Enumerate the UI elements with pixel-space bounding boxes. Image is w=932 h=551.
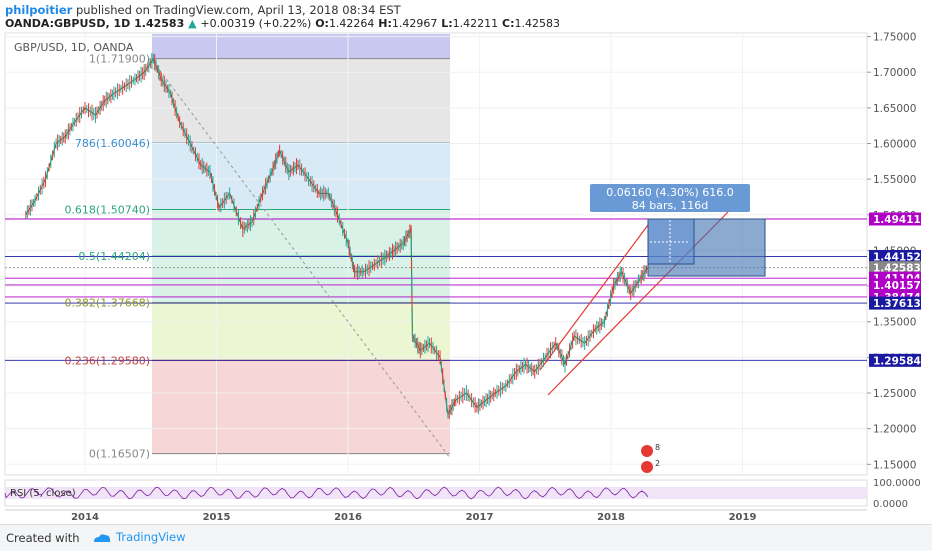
x-tick-label: 2016 — [334, 512, 362, 520]
y-tick-label: 1.15000 — [873, 459, 916, 471]
symbol-label: OANDA:GBPUSD, 1D — [5, 17, 131, 30]
published-text: published on TradingView.com, April 13, … — [75, 3, 401, 17]
low-value: 1.42211 — [452, 17, 499, 30]
price-tag-label: 1.42583 — [873, 263, 921, 275]
horizontal-levels — [5, 218, 867, 361]
measure-label-box — [590, 184, 750, 212]
y-tick-label: 1.20000 — [873, 424, 916, 436]
event-icons[interactable]: 8 2 — [641, 443, 660, 473]
close-label: C: — [502, 17, 515, 30]
price-tag-bg — [869, 249, 921, 263]
up-arrow-icon: ▲ — [188, 17, 197, 30]
tradingview-cloud-icon — [94, 534, 110, 542]
rsi-band — [5, 487, 867, 499]
price-tag-label: 1.49411 — [873, 214, 921, 226]
y-tick-label: 1.55000 — [873, 174, 916, 186]
fib-label: 0.382(1.37668) — [64, 297, 150, 310]
rsi-line — [4, 486, 649, 500]
event-count-2: 2 — [655, 459, 660, 468]
fib-zone — [152, 302, 450, 361]
x-tick-label: 2018 — [597, 512, 625, 520]
uk-flag-icon-2[interactable] — [641, 461, 653, 473]
x-tick-label: 2015 — [203, 512, 231, 520]
publish-line: philpoitier published on TradingView.com… — [5, 3, 401, 17]
change-value: +0.00319 (+0.22%) — [200, 17, 312, 30]
price-candles — [25, 52, 648, 420]
fib-label: 0.618(1.50740) — [64, 204, 150, 217]
fib-zone-top — [152, 34, 450, 59]
event-count-1: 8 — [655, 443, 660, 452]
measure-line2: 84 bars, 116d — [632, 199, 708, 212]
uk-flag-icon[interactable] — [641, 445, 653, 457]
fib-zone — [152, 58, 450, 144]
price-tag-label: 1.37613 — [873, 298, 921, 310]
price-tags: 1.494111.441521.425831.411041.401571.384… — [869, 212, 921, 367]
fib-label: 0.236(1.29580) — [64, 354, 150, 367]
x-tick-label: 2014 — [71, 512, 99, 520]
y-tick-label: 1.35000 — [873, 317, 916, 329]
author-link[interactable]: philpoitier — [5, 3, 73, 17]
price-chart[interactable]: 1(1.71900) 786(1.60046) 0.618(1.50740) 0.5(… — [0, 0, 932, 520]
open-value: 1.42264 — [328, 17, 375, 30]
y-tick-label: 1.65000 — [873, 103, 916, 115]
created-with-text: Created with — [6, 531, 80, 545]
y-tick-label: 1.70000 — [873, 67, 916, 79]
ohlc-line: OANDA:GBPUSD, 1D 1.42583 ▲ +0.00319 (+0.… — [5, 17, 560, 30]
price-tag-label: 1.44152 — [873, 251, 921, 263]
fib-zone — [152, 256, 450, 303]
fib-label: 1(1.71900) — [89, 53, 150, 66]
close-value: 1.42583 — [514, 17, 560, 30]
open-label: O: — [315, 17, 329, 30]
fibonacci-zones — [152, 34, 450, 455]
fibonacci-labels: 1(1.71900) 786(1.60046) 0.618(1.50740) 0.5(… — [64, 53, 150, 461]
footer-bar: Created with TradingView — [0, 524, 932, 551]
fib-label: 786(1.60046) — [75, 137, 150, 150]
measure-line1: 0.06160 (4.30%) 616.0 — [606, 186, 734, 199]
price-tag-bg — [869, 212, 921, 226]
y-tick-label: 1.60000 — [873, 139, 916, 151]
fib-zone — [152, 143, 450, 210]
fib-trend-line — [151, 59, 451, 459]
fib-label: 0.5(1.44204) — [78, 250, 150, 263]
x-tick-label: 2019 — [729, 512, 757, 520]
price-tag-bg — [869, 261, 921, 275]
chart-title: GBP/USD, 1D, OANDA — [14, 41, 134, 54]
y-tick-label: 1.75000 — [873, 32, 916, 44]
y-tick-label: 1.25000 — [873, 388, 916, 400]
price-tag-bg — [869, 296, 921, 310]
fib-label: 0(1.16507) — [89, 448, 150, 461]
high-value: 1.42967 — [391, 17, 438, 30]
rsi-tick-0: 0.0000 — [873, 499, 908, 510]
price-tag-bg — [869, 353, 921, 367]
price-tag-label: 1.40157 — [873, 280, 921, 292]
tradingview-link[interactable]: TradingView — [116, 530, 186, 544]
channel-upper-line — [539, 224, 649, 371]
rsi-label: RSI (5, close) — [10, 488, 76, 499]
high-label: H: — [378, 17, 392, 30]
price-tag-label: 1.29584 — [873, 355, 921, 367]
rsi-tick-100: 100.0000 — [873, 478, 921, 489]
fib-zone — [152, 360, 450, 454]
price-tag-bg — [869, 278, 921, 292]
x-axis: 2014 2015 2016 2017 2018 2019 — [5, 509, 867, 520]
last-price: 1.42583 — [134, 17, 185, 30]
low-label: L: — [441, 17, 453, 30]
fib-zone — [152, 209, 450, 257]
x-tick-label: 2017 — [466, 512, 494, 520]
